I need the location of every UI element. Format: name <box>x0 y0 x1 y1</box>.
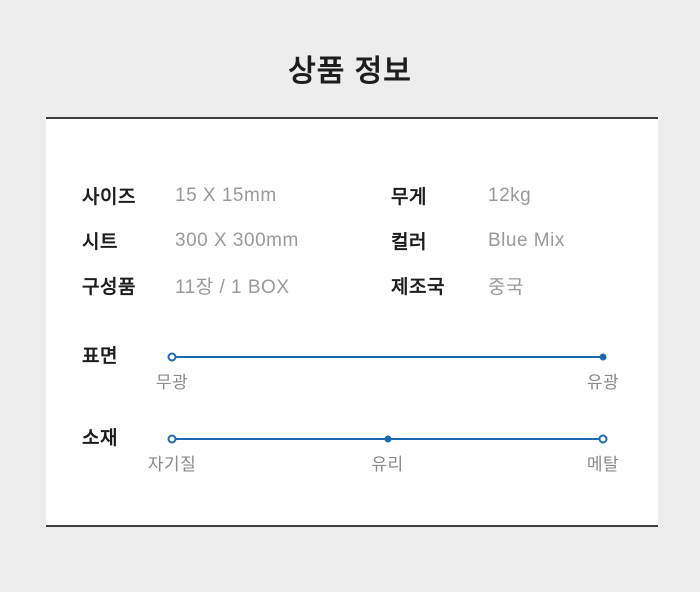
spec-value-sheet: 300 X 300mm <box>175 229 299 251</box>
spec-label-size: 사이즈 <box>82 187 136 208</box>
slider-surface-tick-matte: 무광 <box>155 373 189 392</box>
spec-label-color: 컬러 <box>391 232 427 253</box>
slider-surface-track: 무광 유광 <box>156 343 619 395</box>
slider-material: 소재 자기질 유리 메탈 <box>82 425 619 477</box>
slider-material-marker-glass <box>384 435 391 443</box>
slider-surface-line <box>172 356 603 358</box>
product-info-card: 사이즈 15 X 15mm 무게 12kg 시트 300 X 300mm 컬러 … <box>46 117 658 527</box>
spec-label-sheet: 시트 <box>82 232 118 253</box>
slider-material-tick-glass: 유리 <box>371 455 404 474</box>
spec-value-weight: 12kg <box>488 184 532 206</box>
slider-surface: 표면 무광 유광 <box>82 343 619 395</box>
slider-material-marker-porcelain <box>167 434 177 444</box>
spec-label-weight: 무게 <box>391 187 427 208</box>
slider-surface-marker-glossy <box>599 353 607 361</box>
slider-material-marker-metal <box>598 434 608 444</box>
slider-material-track: 자기질 유리 메탈 <box>148 425 619 477</box>
slider-material-tick-porcelain: 자기질 <box>147 455 197 474</box>
slider-surface-marker-matte <box>167 352 177 362</box>
spec-value-size: 15 X 15mm <box>175 184 277 206</box>
spec-value-components: 11장 / 1 BOX <box>175 277 290 298</box>
spec-value-color: Blue Mix <box>488 229 565 251</box>
slider-surface-label: 표면 <box>82 346 118 367</box>
spec-value-origin: 중국 <box>488 277 524 298</box>
slider-surface-tick-glossy: 유광 <box>586 373 620 392</box>
page-title: 상품 정보 <box>288 55 412 88</box>
spec-label-components: 구성품 <box>82 277 136 298</box>
spec-label-origin: 제조국 <box>391 277 445 298</box>
slider-material-tick-metal: 메탈 <box>586 455 620 474</box>
spec-grid: 사이즈 15 X 15mm 무게 12kg 시트 300 X 300mm 컬러 … <box>82 173 658 308</box>
slider-material-label: 소재 <box>82 428 118 449</box>
